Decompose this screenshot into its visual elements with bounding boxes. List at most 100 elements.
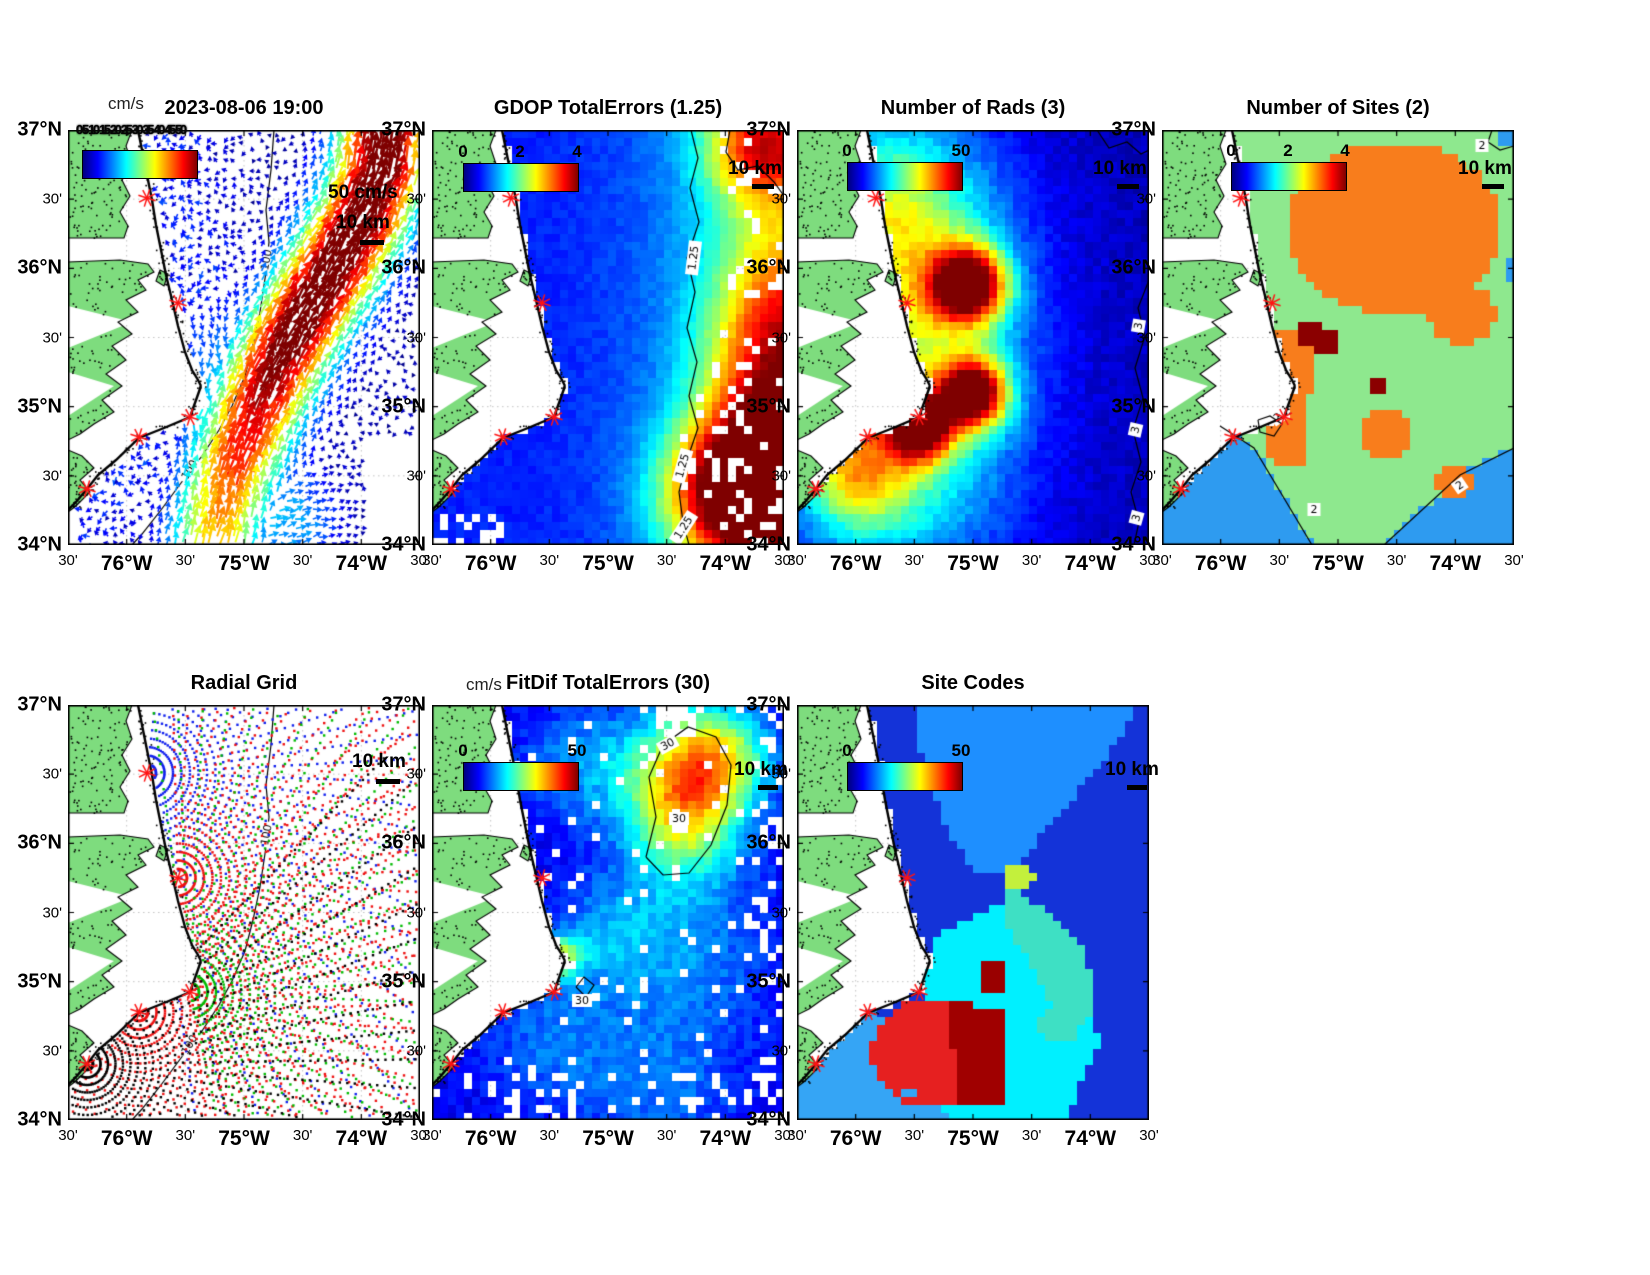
x-tick-label: 30' <box>1139 552 1159 569</box>
y-tick-label: 37°N <box>746 693 791 716</box>
y-tick-label: 30' <box>406 765 426 783</box>
y-tick-label: 34°N <box>17 533 62 556</box>
x-tick-label: 30' <box>774 552 794 569</box>
colorbar <box>1231 162 1347 191</box>
panel-numsites: Number of Sites (2) 0 2 4 10 km <box>1162 97 1514 545</box>
numrads-map-canvas <box>797 130 1149 545</box>
y-tick-label: 35°N <box>746 970 791 993</box>
panel-fitdif: FitDif TotalErrors (30) cm/s 0 50 10 km <box>432 672 788 1120</box>
y-tick-label: 30' <box>406 904 426 921</box>
colorbar <box>847 762 963 791</box>
y-tick-label: 30' <box>1136 467 1156 485</box>
panel-title: GDOP TotalErrors (1.25) <box>493 97 723 119</box>
x-tick-label: 30' <box>422 1127 442 1144</box>
colorbar <box>847 162 963 191</box>
units-label: cm/s <box>108 94 144 113</box>
scale-label: 10 km <box>336 212 390 233</box>
units-label: cm/s <box>466 675 502 694</box>
scale-bar <box>1117 184 1139 189</box>
scale-label: 10 km <box>352 751 406 772</box>
y-tick-label: 30' <box>771 1042 791 1060</box>
y-tick-label: 35°N <box>17 970 62 993</box>
y-tick-label: 30' <box>771 467 791 485</box>
y-tick-label: 35°N <box>746 395 791 418</box>
y-tick-label: 30' <box>42 765 62 783</box>
reference-vector-label: 50 cm/s <box>328 182 398 203</box>
y-tick-label: 35°N <box>381 395 426 418</box>
y-tick-label: 30' <box>42 190 62 208</box>
y-tick-label: 37°N <box>381 693 426 716</box>
x-tick-label: 75°W <box>218 1127 270 1150</box>
y-tick-label: 37°N <box>1111 118 1156 141</box>
x-tick-label: 74°W <box>699 1127 752 1150</box>
colorbar-tick: 0 <box>458 142 468 161</box>
scale-bar <box>758 785 778 790</box>
colorbar-tick: 4 <box>572 142 582 161</box>
y-tick-label: 34°N <box>1111 533 1156 556</box>
panel-title: Number of Rads (3) <box>880 97 1066 119</box>
panel-currents: 2023-08-06 19:00 cm/s 0 5 10 15 20 25 30… <box>68 94 420 545</box>
x-tick-label: 74°W <box>1064 552 1117 575</box>
scale-bar <box>376 779 400 784</box>
x-tick-label: 74°W <box>335 552 388 575</box>
y-tick-label: 30' <box>42 904 62 921</box>
y-tick-label: 30' <box>771 904 791 921</box>
x-tick-label: 30' <box>1152 552 1172 569</box>
x-tick-label: 30' <box>904 1127 925 1144</box>
panel-title: Site Codes <box>921 672 1025 694</box>
colorbar-smudged-ticks: 0 5 10 15 20 25 30 35 40 45 50 <box>76 122 187 137</box>
scale-bar <box>1482 184 1504 189</box>
y-tick-label: 30' <box>42 1042 62 1060</box>
colorbar <box>82 150 198 179</box>
scale-bar <box>360 240 384 245</box>
y-tick-label: 30' <box>771 765 791 783</box>
x-tick-label: 75°W <box>947 552 999 575</box>
x-tick-label: 75°W <box>947 1127 999 1150</box>
y-tick-label: 30' <box>406 190 426 208</box>
y-tick-label: 30' <box>406 1042 426 1060</box>
scale-bar <box>1127 785 1147 790</box>
y-tick-label: 30' <box>406 329 426 346</box>
x-tick-label: 76°W <box>100 552 153 575</box>
x-tick-label: 30' <box>175 552 196 569</box>
x-tick-label: 30' <box>58 552 78 569</box>
scale-label: 10 km <box>1105 759 1159 780</box>
x-tick-label: 75°W <box>582 1127 634 1150</box>
x-tick-label: 75°W <box>1312 552 1364 575</box>
y-tick-label: 36°N <box>381 831 426 854</box>
scale-bar <box>752 184 774 189</box>
x-tick-label: 74°W <box>1064 1127 1117 1150</box>
x-tick-label: 76°W <box>464 552 517 575</box>
y-tick-label: 36°N <box>17 831 62 854</box>
colorbar-tick: 50 <box>951 741 971 760</box>
x-tick-label: 30' <box>410 552 430 569</box>
panel-title: 2023-08-06 19:00 <box>164 97 324 119</box>
x-tick-label: 30' <box>292 552 313 569</box>
panel-numrads: Number of Rads (3) 0 50 10 km <box>797 97 1149 545</box>
y-tick-label: 30' <box>771 329 791 346</box>
x-tick-label: 30' <box>1269 552 1290 569</box>
colorbar-tick: 0 <box>842 741 852 760</box>
colorbar-tick: 0 <box>458 741 468 760</box>
gdop-map-canvas <box>432 130 784 545</box>
x-tick-label: 30' <box>1504 552 1524 569</box>
y-tick-label: 36°N <box>746 256 791 279</box>
y-tick-label: 30' <box>42 329 62 346</box>
panel-gdop: GDOP TotalErrors (1.25) 0 2 4 10 km <box>432 97 784 545</box>
y-tick-label: 35°N <box>381 970 426 993</box>
x-tick-label: 75°W <box>582 552 634 575</box>
x-tick-label: 30' <box>904 552 925 569</box>
x-tick-label: 75°W <box>218 552 270 575</box>
colorbar-tick: 4 <box>1340 141 1350 160</box>
y-tick-label: 37°N <box>746 118 791 141</box>
colorbar-tick: 2 <box>515 142 525 161</box>
y-tick-label: 35°N <box>1111 395 1156 418</box>
scale-label: 10 km <box>728 158 782 179</box>
x-tick-label: 30' <box>1021 552 1042 569</box>
colorbar-tick: 50 <box>567 741 587 760</box>
y-tick-label: 34°N <box>381 533 426 556</box>
x-tick-label: 30' <box>422 552 442 569</box>
numsites-map-canvas <box>1162 130 1514 545</box>
y-tick-label: 34°N <box>17 1108 62 1131</box>
scale-label: 10 km <box>1458 158 1512 179</box>
